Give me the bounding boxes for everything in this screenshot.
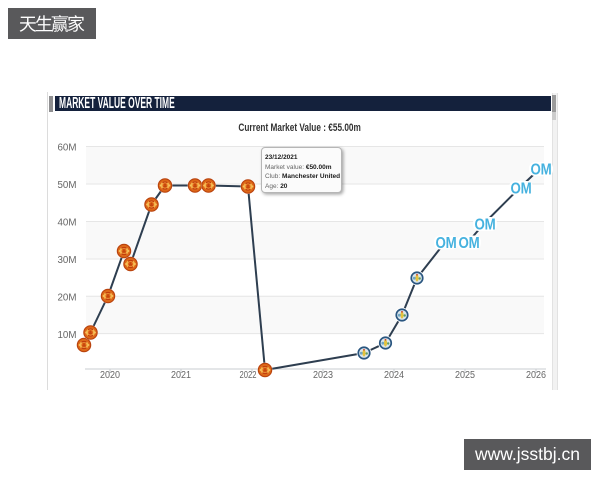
svg-text:2022: 2022 (240, 370, 257, 381)
svg-text:2021: 2021 (171, 370, 191, 381)
svg-text:10M: 10M (58, 330, 77, 341)
svg-text:2023: 2023 (313, 370, 333, 381)
svg-text:40M: 40M (58, 218, 77, 229)
svg-text:2020: 2020 (100, 370, 120, 381)
svg-text:2024: 2024 (384, 370, 404, 381)
svg-text:50M: 50M (58, 180, 77, 191)
svg-text:2025: 2025 (455, 370, 475, 381)
svg-text:20M: 20M (58, 293, 77, 304)
svg-text:2026: 2026 (526, 370, 546, 381)
svg-text:60M: 60M (58, 143, 77, 154)
svg-text:30M: 30M (58, 255, 77, 266)
